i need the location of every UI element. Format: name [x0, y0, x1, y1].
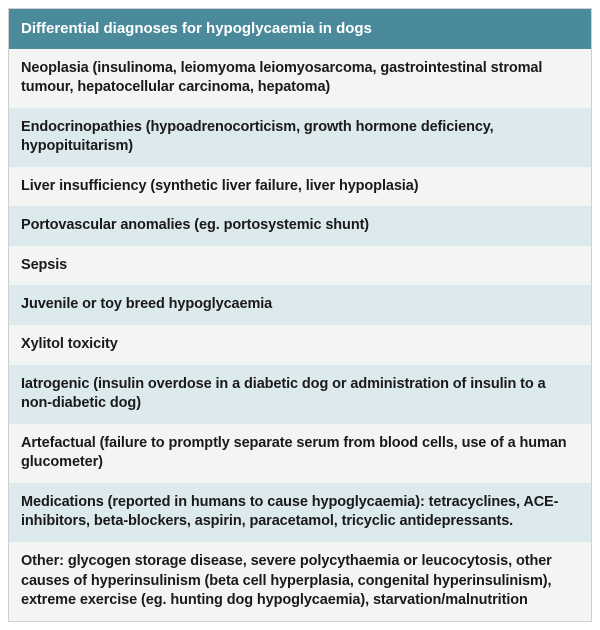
diagnoses-table: Differential diagnoses for hypoglycaemia… — [8, 8, 592, 622]
table-row: Neoplasia (insulinoma, leiomyoma leiomyo… — [9, 49, 591, 108]
table-row: Xylitol toxicity — [9, 325, 591, 365]
table-row: Sepsis — [9, 246, 591, 286]
table-row: Juvenile or toy breed hypoglycaemia — [9, 285, 591, 325]
table-row: Endocrinopathies (hypoadrenocorticism, g… — [9, 108, 591, 167]
table-row: Artefactual (failure to promptly separat… — [9, 424, 591, 483]
table-row: Medications (reported in humans to cause… — [9, 483, 591, 542]
table-row: Other: glycogen storage disease, severe … — [9, 542, 591, 621]
table-row: Iatrogenic (insulin overdose in a diabet… — [9, 365, 591, 424]
table-row: Liver insufficiency (synthetic liver fai… — [9, 167, 591, 207]
table-body: Neoplasia (insulinoma, leiomyoma leiomyo… — [9, 49, 591, 621]
table-header: Differential diagnoses for hypoglycaemia… — [9, 9, 591, 49]
table-row: Portovascular anomalies (eg. portosystem… — [9, 206, 591, 246]
